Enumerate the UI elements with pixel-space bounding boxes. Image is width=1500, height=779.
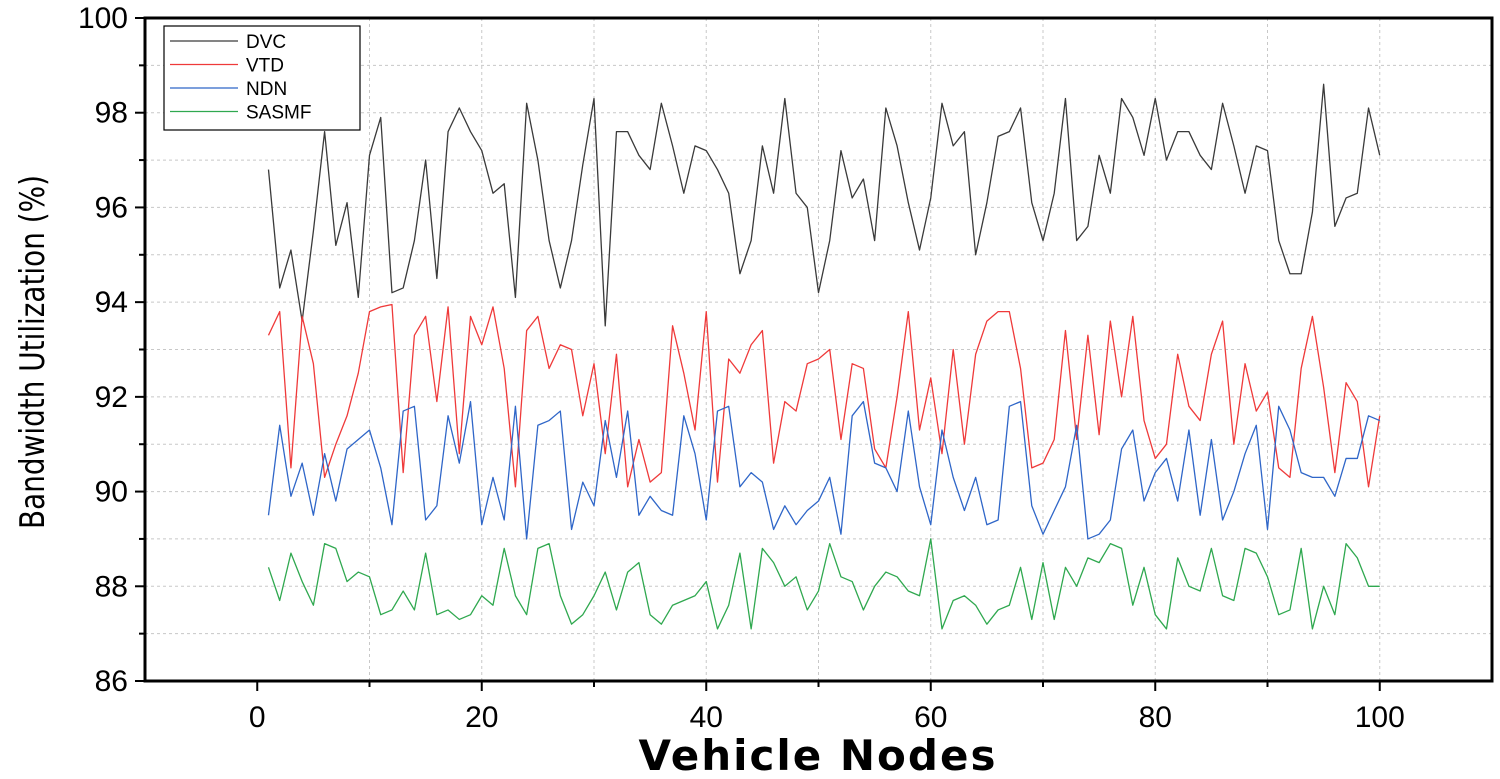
x-axis-title: Vehicle Nodes <box>639 731 998 779</box>
legend-label-ndn: NDN <box>246 79 287 100</box>
axis-ticks: 0 20 40 60 80 100 86 88 90 92 94 96 98 100 <box>78 2 1405 734</box>
series-lines <box>267 83 1381 630</box>
y-tick-label: 94 <box>95 286 128 319</box>
x-tick-label: 40 <box>690 701 723 734</box>
series-line-sasmf <box>267 538 1380 630</box>
x-tick-label: 60 <box>914 701 947 734</box>
series-line-dvc <box>267 83 1381 327</box>
legend-box <box>163 25 361 131</box>
legend-label-sasmf: SASMF <box>246 103 311 124</box>
y-tick-label: 100 <box>78 2 128 35</box>
y-tick-label: 88 <box>95 570 128 603</box>
y-tick-label: 96 <box>95 191 128 224</box>
y-tick-label: 86 <box>95 665 128 698</box>
x-tick-label: 0 <box>249 701 266 734</box>
legend-label-vtd: VTD <box>246 56 284 77</box>
legend-label-dvc: DVC <box>246 32 286 53</box>
y-tick-label: 98 <box>95 97 128 130</box>
y-axis-title: Bandwidth Utilization (%) <box>13 175 52 529</box>
series-line-vtd <box>267 303 1381 488</box>
x-tick-label: 20 <box>465 701 498 734</box>
grid-lines <box>145 18 1492 681</box>
y-tick-label: 92 <box>95 381 128 414</box>
series-line-ndn <box>267 400 1381 540</box>
x-tick-label: 100 <box>1355 701 1405 734</box>
y-tick-label: 90 <box>95 476 128 509</box>
x-tick-label: 80 <box>1139 701 1172 734</box>
